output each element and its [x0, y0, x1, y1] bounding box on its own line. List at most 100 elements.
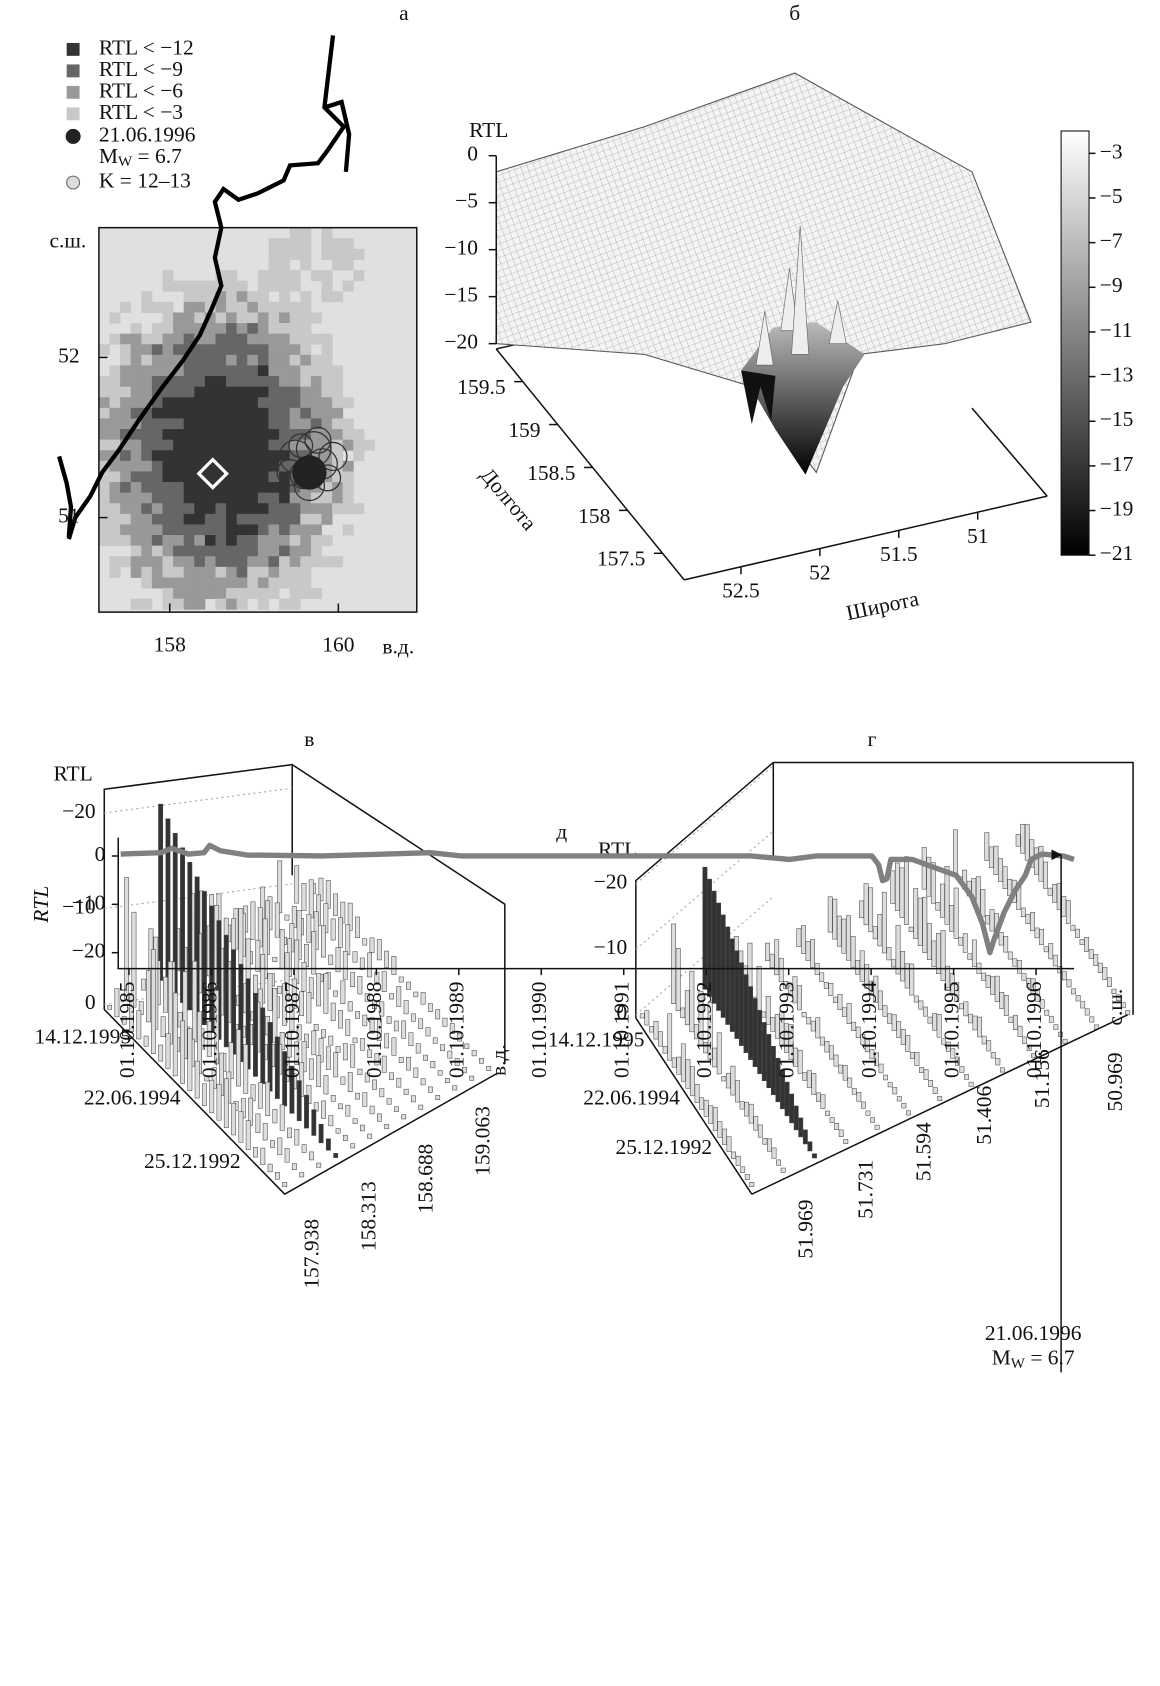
bar-decor [372, 1000, 377, 1010]
bar-decor [703, 1099, 709, 1117]
map-cell [194, 407, 206, 419]
bar-decor [744, 1101, 750, 1117]
map-cell [98, 482, 110, 494]
bar-decor [1066, 979, 1072, 988]
map-cell [173, 439, 185, 451]
magnitude-value: = 6.7 [138, 144, 183, 168]
bar-decor [899, 867, 905, 918]
map-cell [289, 386, 301, 398]
map-cell [289, 365, 301, 377]
map-cell [279, 598, 291, 610]
y-axis [495, 348, 685, 581]
map-cell [194, 354, 206, 366]
bar-decor [694, 1084, 700, 1103]
map-cell [109, 376, 121, 388]
map-cell [226, 598, 238, 610]
bar-decor [338, 917, 343, 948]
map-cell [268, 418, 280, 430]
map-cell [194, 588, 206, 600]
map-cell [236, 460, 248, 472]
map-cell [247, 566, 259, 578]
map-cell [268, 344, 280, 356]
map-cell [194, 418, 206, 430]
bar-decor [265, 1081, 271, 1116]
bar-decor [359, 1124, 365, 1132]
bar-decor [927, 1016, 933, 1024]
map-cell [257, 323, 269, 335]
time-label: 22.06.1994 [583, 1086, 680, 1110]
bar-decor [717, 1121, 723, 1138]
bar-decor [267, 1163, 273, 1173]
map-cell [226, 482, 238, 494]
map-cell [183, 588, 195, 600]
bar-decor [731, 1151, 736, 1159]
map-cell [257, 535, 269, 547]
bar-decor [756, 966, 762, 1011]
map-cell [183, 535, 195, 547]
map-cell [204, 545, 216, 557]
map-cell [236, 376, 248, 388]
map-cell [130, 376, 142, 388]
map-cell [226, 397, 238, 409]
map-cell [194, 545, 206, 557]
map-cell [247, 312, 259, 324]
legend-swatch [66, 42, 80, 56]
map-cell [247, 301, 259, 313]
map-cell [109, 365, 121, 377]
map-cell [173, 397, 185, 409]
map-cell [268, 439, 280, 451]
map-cell [215, 386, 227, 398]
map-cell [204, 524, 216, 536]
map-cell [215, 333, 227, 345]
map-cell [310, 354, 322, 366]
colorbar-tick-label: −17 [1100, 452, 1134, 476]
bar-decor [881, 891, 887, 954]
map-cell [289, 439, 301, 451]
map-cell [236, 354, 248, 366]
map-cell [321, 386, 333, 398]
bar-decor [863, 883, 869, 926]
bar-decor [859, 950, 865, 982]
bar-decor [308, 1151, 314, 1161]
map-cell [300, 344, 312, 356]
map-cell [130, 460, 142, 472]
bar-decor [352, 1118, 358, 1124]
bar-decor [364, 993, 370, 1002]
map-cell [162, 450, 174, 462]
map-cell [215, 291, 227, 303]
z-tick-label: 0 [85, 990, 96, 1014]
colorbar-tick-label: −7 [1100, 229, 1123, 253]
map-cell [279, 259, 291, 271]
map-cell [268, 312, 280, 324]
bar-decor [828, 983, 834, 996]
map-cell [120, 333, 132, 345]
bar-decor [887, 1013, 892, 1024]
bar-decor [301, 1144, 307, 1153]
bar-decor [999, 992, 1005, 1009]
map-cell [162, 280, 174, 292]
bar-decor [941, 1038, 947, 1045]
map-cell [226, 407, 238, 419]
map-cell [332, 376, 344, 388]
y-tick-label: 157.5 [597, 547, 645, 571]
y-tick-label: −10 [72, 890, 106, 914]
map-cell [183, 450, 195, 462]
bar-decor [150, 949, 156, 1055]
x-tick-label: 01.10.1988 [362, 982, 386, 1079]
bar-decor [129, 994, 134, 1032]
map-cell [257, 407, 269, 419]
bar-decor [981, 1035, 987, 1045]
map-cell [310, 588, 322, 600]
map-cell [141, 450, 153, 462]
map-cell [300, 333, 312, 345]
bar-decor [749, 1182, 755, 1187]
map-cell [151, 492, 163, 504]
map-cell [300, 301, 312, 313]
map-cell [321, 354, 333, 366]
map-cell [342, 524, 354, 536]
bar-decor [838, 1129, 844, 1137]
bar-decor [851, 1088, 857, 1095]
bar-decor [287, 1032, 292, 1058]
map-cell [279, 407, 291, 419]
